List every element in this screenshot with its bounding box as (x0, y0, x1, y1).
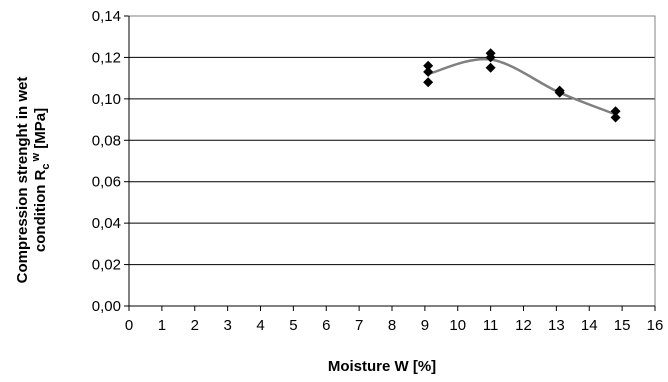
data-point-2 (423, 77, 434, 88)
x-tick-label-15: 15 (614, 317, 631, 334)
x-tick-label-16: 16 (647, 317, 664, 334)
x-tick-label-4: 4 (256, 317, 264, 334)
y-axis-title-superscript: w (30, 152, 42, 162)
x-tick-label-0: 0 (125, 317, 133, 334)
y-axis-title: Compression strenght in wet condition Rc… (14, 77, 52, 284)
grid-lines (129, 15, 655, 266)
y-axis-title-prefix: condition R (32, 169, 49, 252)
data-point-5 (485, 62, 496, 73)
x-tick-label-5: 5 (289, 317, 297, 334)
data-point-7 (554, 87, 565, 98)
data-point-8 (610, 106, 621, 117)
y-tick-label-0: 0,00 (92, 298, 121, 315)
x-tick-label-14: 14 (581, 317, 598, 334)
data-point-1 (423, 66, 434, 77)
x-tick-label-6: 6 (322, 317, 330, 334)
y-tick-label-6: 0,12 (92, 49, 121, 66)
x-tick-label-11: 11 (483, 317, 499, 334)
x-tick-label-3: 3 (223, 317, 231, 334)
trend-line (427, 57, 617, 116)
x-axis-title: Moisture W [%] (328, 358, 436, 375)
data-point-9 (610, 112, 621, 123)
y-tick-label-7: 0,14 (92, 8, 121, 25)
data-point-0 (423, 60, 434, 71)
x-tick-label-1: 1 (158, 317, 166, 334)
y-axis-title-line2: condition Rcw [MPa] (30, 108, 52, 252)
y-tick-label-1: 0,02 (92, 257, 121, 274)
x-tick-label-10: 10 (449, 317, 466, 334)
x-tick-label-12: 12 (515, 317, 532, 334)
y-axis-title-line1: Compression strenght in wet (14, 77, 31, 284)
plot-frame (128, 15, 656, 307)
y-tick-label-5: 0,10 (92, 91, 121, 108)
y-axis-title-subscript: c (40, 163, 52, 169)
y-tick-label-4: 0,08 (92, 132, 121, 149)
y-tick-label-2: 0,04 (92, 215, 121, 232)
x-tick-label-7: 7 (355, 317, 363, 334)
x-tick-label-8: 8 (388, 317, 396, 334)
y-tick-labels: 0,00 0,02 0,04 0,06 0,08 0,10 0,12 0,14 (92, 8, 121, 315)
y-tick-label-3: 0,06 (92, 174, 121, 191)
y-axis-title-unit: [MPa] (32, 108, 49, 153)
data-point-4 (485, 52, 496, 63)
x-tick-label-2: 2 (191, 317, 199, 334)
axes (124, 15, 656, 311)
x-tick-label-9: 9 (421, 317, 429, 334)
x-tick-label-13: 13 (548, 317, 565, 334)
x-tick-labels: 0 1 2 3 4 5 6 7 8 9 10 11 12 13 14 15 16 (125, 317, 664, 334)
points-layer (423, 48, 621, 123)
trend-layer (427, 57, 617, 116)
